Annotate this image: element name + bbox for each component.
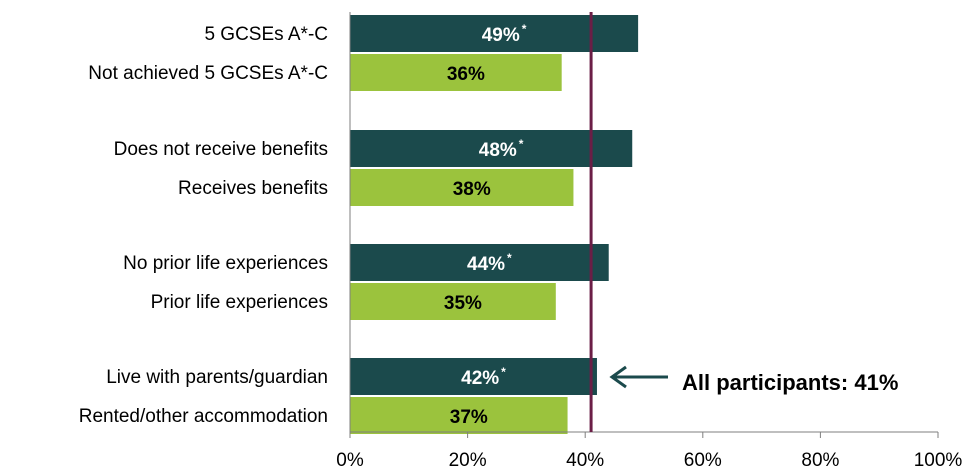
x-tick-label-20: 20% xyxy=(449,450,487,471)
reference-label: All participants: 41% xyxy=(682,370,898,395)
bar-value-label-6: 35% xyxy=(444,293,482,314)
bar-7 xyxy=(350,358,597,395)
x-tick-label-80: 80% xyxy=(801,450,839,471)
category-label-3: Does not receive benefits xyxy=(114,139,328,160)
category-label-6: Prior life experiences xyxy=(151,292,328,313)
bar-value-label-1: 49% * xyxy=(482,22,527,46)
bars-group: 49% * 36% 48% * 38% 44% * 35% 42% * 37% xyxy=(350,15,639,434)
bar-3 xyxy=(350,130,633,167)
x-tick-label-100: 100% xyxy=(914,450,963,471)
category-label-1: 5 GCSEs A*-C xyxy=(204,24,328,45)
bar-6 xyxy=(350,283,556,320)
category-label-8: Rented/other accommodation xyxy=(79,406,328,427)
bar-value-label-7: 42% * xyxy=(461,365,506,389)
x-tick-label-0: 0% xyxy=(336,450,364,471)
category-labels: 5 GCSEs A*-C Not achieved 5 GCSEs A*-C Doe… xyxy=(79,24,328,427)
bar-8 xyxy=(350,397,568,434)
category-label-7: Live with parents/guardian xyxy=(106,367,328,388)
bar-value-label-5: 44% * xyxy=(467,251,512,275)
category-label-4: Receives benefits xyxy=(178,178,328,199)
bar-5 xyxy=(350,244,609,281)
arrow-icon xyxy=(609,365,668,389)
bar-value-label-3: 48% * xyxy=(479,137,524,161)
category-label-5: No prior life experiences xyxy=(123,253,328,274)
x-axis-ticks: 0% 20% 40% 60% 80% 100% xyxy=(336,432,962,471)
arrow-head xyxy=(609,365,627,389)
bar-value-label-2: 36% xyxy=(447,64,485,85)
x-tick-label-40: 40% xyxy=(566,450,604,471)
bar-2 xyxy=(350,54,562,91)
bar-value-label-8: 37% xyxy=(450,407,488,428)
bar-value-label-4: 38% xyxy=(453,179,491,200)
x-tick-label-60: 60% xyxy=(684,450,722,471)
bar-4 xyxy=(350,169,574,206)
category-label-2: Not achieved 5 GCSEs A*-C xyxy=(88,63,328,84)
